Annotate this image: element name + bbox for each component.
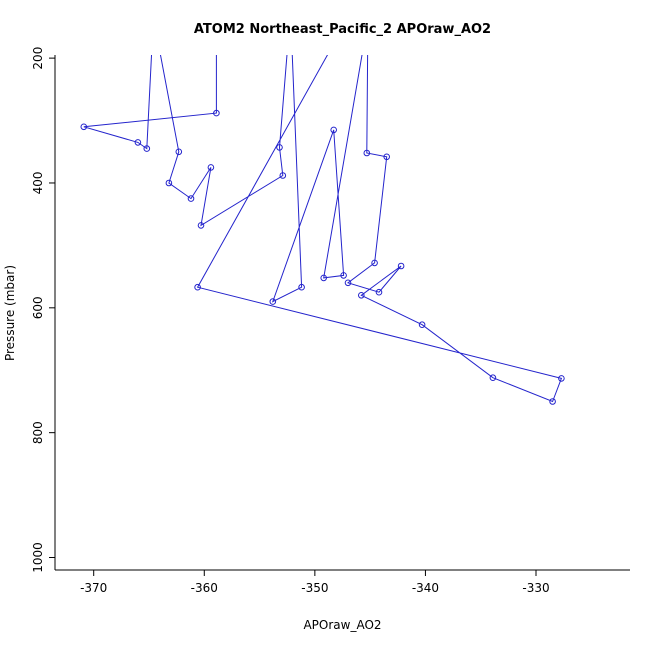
data-point-marker bbox=[276, 144, 283, 151]
data-point-marker bbox=[371, 259, 378, 267]
series-line bbox=[83, 55, 563, 403]
y-tick-label: 400 bbox=[31, 172, 45, 195]
x-axis-label: APOraw_AO2 bbox=[303, 618, 382, 632]
y-tick-label: 200 bbox=[31, 47, 45, 70]
data-point-marker bbox=[320, 274, 328, 282]
y-tick-label: 800 bbox=[31, 421, 45, 444]
data-point-marker bbox=[279, 172, 287, 179]
data-series-group bbox=[80, 5, 565, 405]
data-point-marker bbox=[207, 164, 215, 171]
chart-title: ATOM2 Northeast_Pacific_2 APOraw_AO2 bbox=[193, 22, 492, 37]
data-point-marker bbox=[134, 139, 142, 146]
data-point-marker bbox=[197, 222, 205, 229]
data-point-marker bbox=[344, 279, 352, 287]
data-point-marker bbox=[143, 145, 151, 152]
data-point-marker bbox=[165, 179, 173, 187]
data-point-marker bbox=[489, 374, 497, 382]
y-tick-label: 600 bbox=[31, 296, 45, 319]
data-point-marker bbox=[351, 5, 357, 11]
data-point-marker bbox=[214, 12, 220, 18]
data-point-marker bbox=[175, 148, 183, 156]
x-tick-label: -350 bbox=[301, 581, 328, 595]
data-point-marker bbox=[358, 292, 365, 299]
x-tick-label: -340 bbox=[412, 581, 439, 595]
y-tick-label: 1000 bbox=[31, 542, 45, 573]
data-point-marker bbox=[549, 398, 556, 405]
data-point-marker bbox=[375, 288, 383, 296]
data-point-marker bbox=[213, 109, 220, 117]
x-tick-label: -360 bbox=[191, 581, 218, 595]
data-point-marker bbox=[558, 375, 565, 382]
x-tick-label: -370 bbox=[80, 581, 107, 595]
data-point-marker bbox=[194, 283, 201, 291]
data-point-marker bbox=[288, 9, 294, 15]
y-axis-label: Pressure (mbar) bbox=[3, 265, 17, 362]
data-point-marker bbox=[418, 321, 426, 329]
data-point-marker bbox=[330, 126, 338, 134]
data-point-marker bbox=[80, 123, 88, 131]
data-point-marker bbox=[340, 272, 347, 279]
data-point-marker bbox=[187, 195, 195, 202]
data-point-marker bbox=[363, 149, 371, 157]
data-point-marker bbox=[298, 283, 305, 291]
x-tick-label: -330 bbox=[522, 581, 549, 595]
data-point-marker bbox=[269, 298, 277, 305]
data-point-marker bbox=[151, 15, 157, 21]
data-point-marker bbox=[397, 262, 405, 270]
data-point-marker bbox=[383, 153, 391, 161]
